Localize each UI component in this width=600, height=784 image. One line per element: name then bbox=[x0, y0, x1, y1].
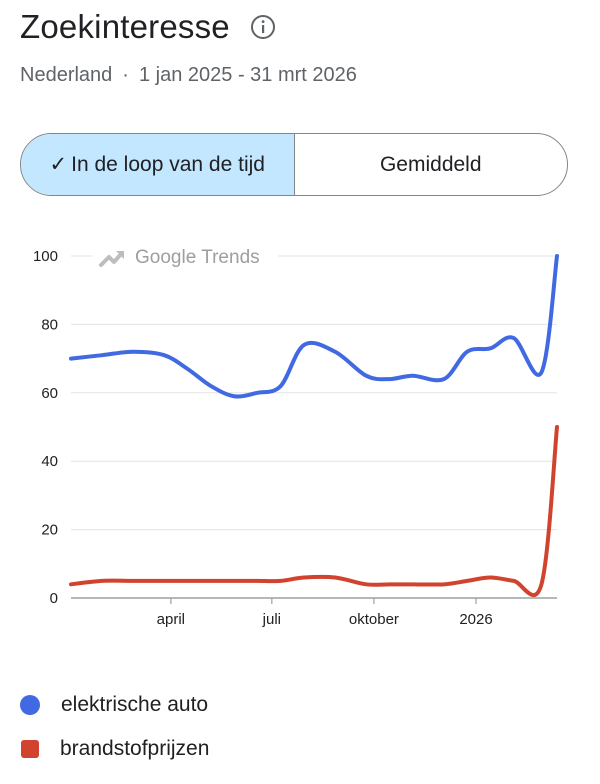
toggle-over-time[interactable]: ✓ In de loop van de tijd bbox=[21, 134, 295, 195]
series-lines bbox=[69, 254, 559, 598]
separator: · bbox=[122, 64, 129, 86]
legend-item-elektrische-auto[interactable]: elektrische auto bbox=[20, 693, 209, 716]
subtitle: Nederland · 1 jan 2025 - 31 mrt 2026 bbox=[20, 64, 357, 87]
chart-grid bbox=[71, 255, 557, 599]
legend-item-brandstofprijzen[interactable]: brandstofprijzen bbox=[20, 737, 210, 760]
region-label: Nederland bbox=[20, 64, 113, 86]
y-tick-label: 80 bbox=[41, 316, 58, 333]
y-axis: 0 20 40 60 80 100 bbox=[33, 248, 58, 607]
page-title: Zoekinteresse bbox=[20, 8, 230, 45]
legend-swatch-circle bbox=[20, 695, 40, 715]
title-row: Zoekinteresse bbox=[20, 8, 276, 46]
trends-logo-icon bbox=[99, 251, 124, 267]
y-tick-label: 100 bbox=[33, 248, 58, 265]
x-tick-label: oktober bbox=[349, 611, 399, 628]
y-tick-label: 60 bbox=[41, 385, 58, 402]
toggle-average-label: Gemiddeld bbox=[379, 152, 482, 176]
y-tick-label: 0 bbox=[50, 590, 58, 607]
legend: elektrische auto brandstofprijzen bbox=[20, 693, 210, 782]
legend-swatch-square bbox=[21, 740, 39, 758]
trend-chart: Google Trends 0 20 40 60 80 100 april juli okto… bbox=[33, 244, 559, 628]
check-icon: ✓ bbox=[49, 153, 68, 176]
info-icon[interactable] bbox=[250, 14, 276, 40]
series-line-brandstofprijzen bbox=[69, 425, 559, 598]
x-tick-label: juli bbox=[262, 611, 281, 628]
x-axis: april juli oktober 2026 bbox=[157, 598, 493, 628]
y-tick-label: 40 bbox=[41, 453, 58, 470]
x-tick-label: april bbox=[157, 611, 185, 628]
x-tick-label: 2026 bbox=[459, 611, 492, 628]
period-label: 1 jan 2025 - 31 mrt 2026 bbox=[138, 64, 357, 86]
legend-label: brandstofprijzen bbox=[60, 737, 210, 760]
google-trends-watermark: Google Trends bbox=[92, 244, 278, 270]
toggle-over-time-label: In de loop van de tijd bbox=[71, 152, 265, 176]
toggle-average[interactable]: Gemiddeld bbox=[295, 134, 568, 195]
legend-label: elektrische auto bbox=[61, 693, 209, 716]
trends-arrow-icon bbox=[116, 251, 124, 259]
y-tick-label: 20 bbox=[41, 522, 58, 539]
view-toggle: ✓ In de loop van de tijd Gemiddeld bbox=[20, 133, 568, 196]
watermark-text: Google Trends bbox=[135, 247, 260, 268]
series-line-elektrische-auto bbox=[69, 254, 559, 399]
